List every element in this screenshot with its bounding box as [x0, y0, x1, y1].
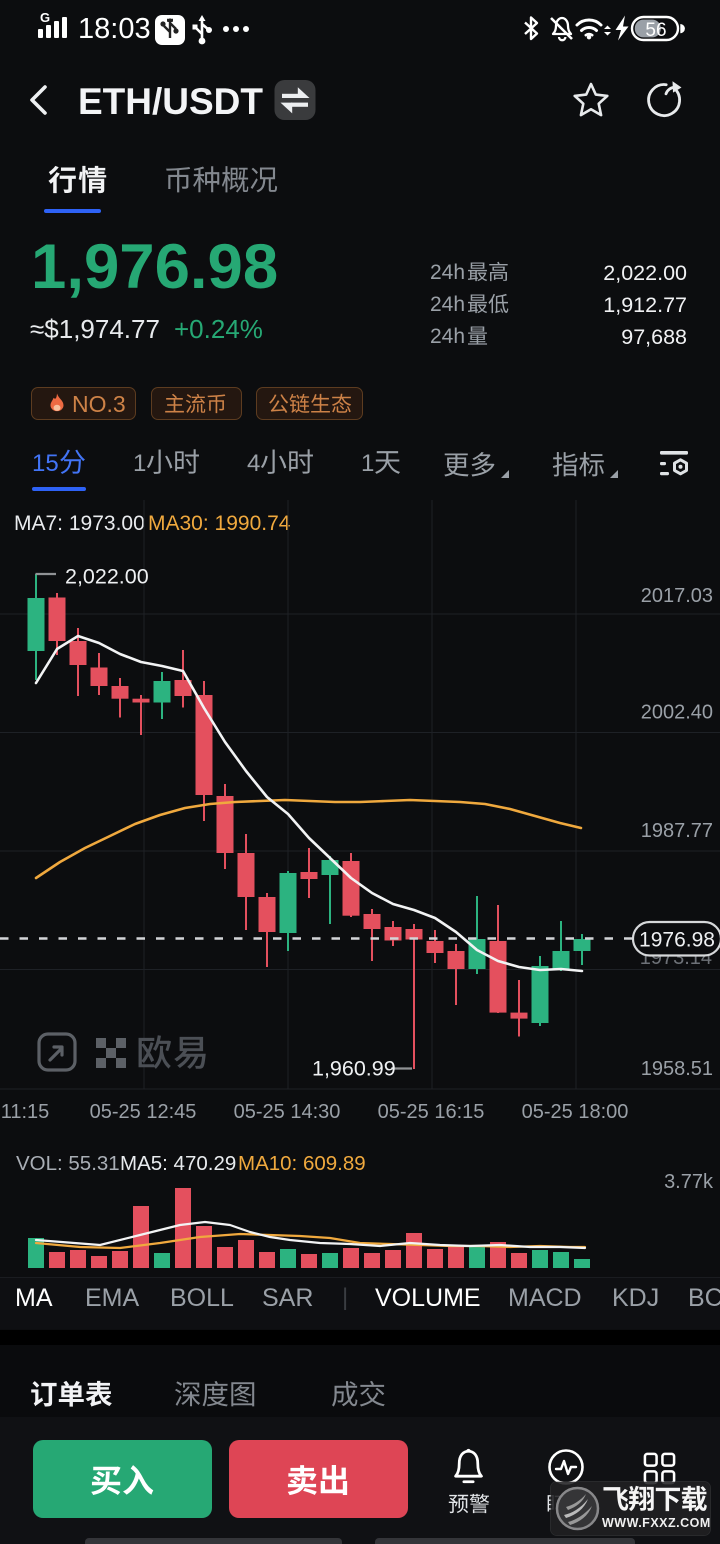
svg-text:2,022.00: 2,022.00 — [65, 565, 149, 589]
svg-text:1,960.99: 1,960.99 — [312, 1057, 396, 1081]
svg-text:1987.77: 1987.77 — [641, 820, 713, 842]
svg-text:3.77k: 3.77k — [664, 1171, 714, 1193]
svg-text:1958.51: 1958.51 — [641, 1058, 713, 1080]
svg-text:56: 56 — [645, 20, 666, 41]
svg-text:2017.03: 2017.03 — [641, 585, 713, 607]
svg-text:1976.98: 1976.98 — [639, 929, 715, 952]
svg-text:2002.40: 2002.40 — [641, 702, 713, 724]
svg-text:G: G — [40, 10, 50, 25]
